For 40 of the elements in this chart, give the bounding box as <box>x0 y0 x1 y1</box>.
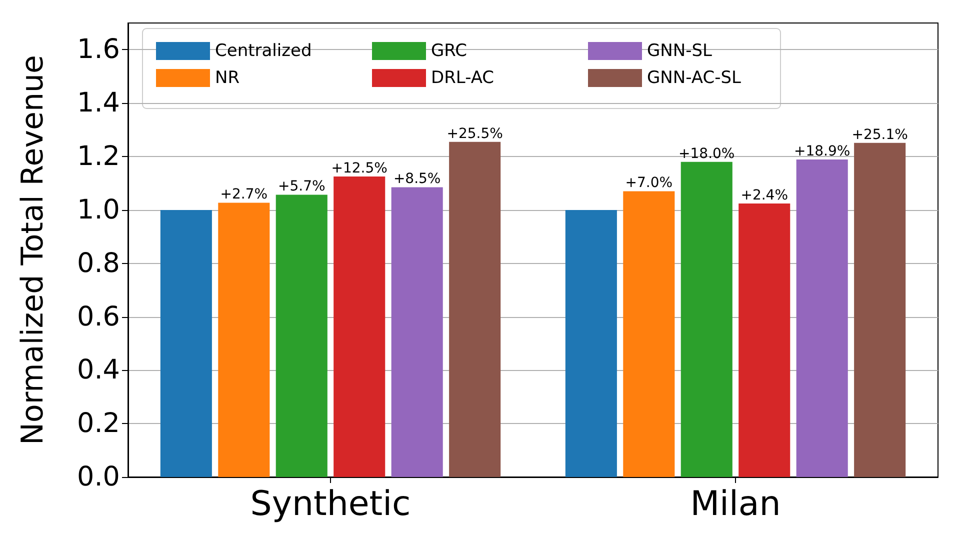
annotation: +5.7% <box>278 178 326 195</box>
annotation: +18.0% <box>678 146 735 162</box>
bar <box>160 210 212 477</box>
y-tick-label: 0.2 <box>77 408 120 440</box>
y-axis-title: Normalized Total Revenue <box>16 55 50 445</box>
bar <box>623 191 675 477</box>
bar <box>391 187 443 477</box>
bar <box>854 142 906 477</box>
y-tick-label: 0.4 <box>77 354 120 386</box>
annotation: +8.5% <box>393 171 441 188</box>
x-tick-label: Synthetic <box>250 484 411 524</box>
bar <box>218 202 270 477</box>
legend-label: GNN-SL <box>647 41 713 61</box>
annotation: +18.9% <box>794 143 850 160</box>
y-tick-label: 1.4 <box>77 88 120 119</box>
bar <box>796 159 848 477</box>
bar <box>565 210 617 477</box>
y-tick-label: 1.6 <box>77 34 120 66</box>
bar <box>680 162 732 477</box>
y-tick-label: 0.8 <box>77 248 120 279</box>
legend-label: Centralized <box>215 41 312 61</box>
y-tick-label: 1.0 <box>77 194 120 226</box>
legend-label: DRL-AC <box>431 68 494 88</box>
annotation: +7.0% <box>625 175 673 192</box>
legend-label: NR <box>215 68 240 88</box>
annotation: +25.5% <box>446 126 503 142</box>
legend-label: GNN-AC-SL <box>647 68 742 88</box>
bar <box>334 176 386 477</box>
bar <box>738 204 790 477</box>
bar <box>276 194 328 477</box>
y-tick-label: 0.0 <box>77 462 120 492</box>
annotation: +25.1% <box>852 126 908 143</box>
annotation: +12.5% <box>331 160 388 177</box>
x-tick-label: Milan <box>690 484 781 524</box>
bar <box>449 142 501 477</box>
annotation: +2.7% <box>220 186 268 203</box>
y-tick-label: 1.2 <box>77 141 120 172</box>
y-tick-label: 0.6 <box>77 301 120 332</box>
annotation: +2.4% <box>740 188 788 204</box>
legend-label: GRC <box>431 41 468 61</box>
